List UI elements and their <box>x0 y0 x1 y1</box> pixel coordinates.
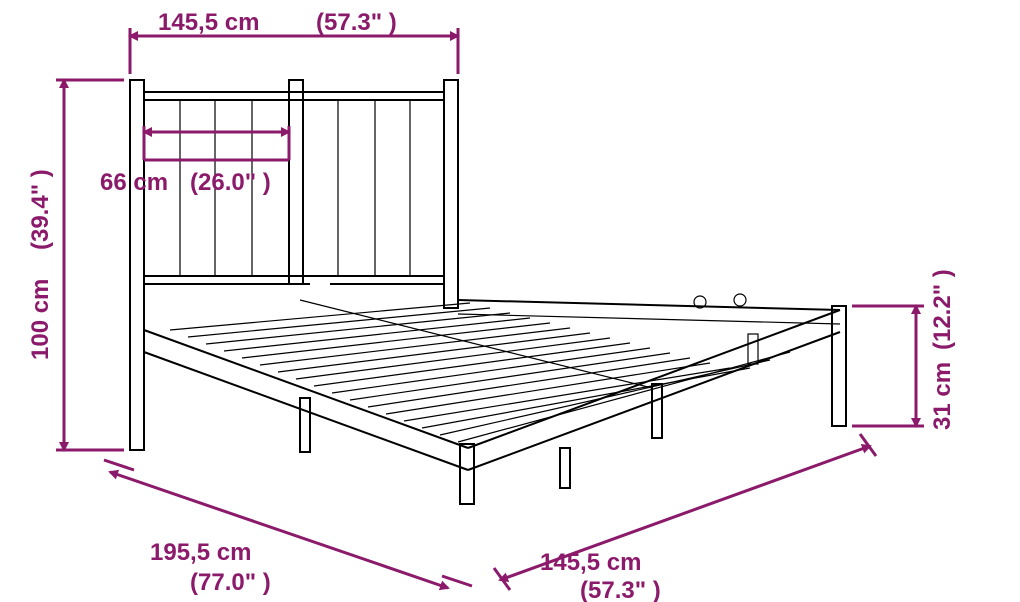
dim-left-height-in: (39.4" ) <box>27 169 54 250</box>
bed-dimension-diagram: 145,5 cm (57.3" ) 66 cm (26.0" ) 100 cm … <box>0 0 1020 602</box>
dim-foot-height: 31 cm <box>929 362 956 430</box>
dim-foot-width: 145,5 cm <box>540 549 641 576</box>
dim-left-height: 100 cm <box>27 279 54 360</box>
dim-foot-height-in: (12.2" ) <box>929 269 956 350</box>
dim-top-width-in: (57.3" ) <box>316 9 397 36</box>
bed-drawing <box>130 80 846 504</box>
dim-length-in: (77.0" ) <box>190 569 271 596</box>
dim-panel-width: 66 cm <box>100 169 168 196</box>
dimension-annotations: 145,5 cm (57.3" ) 66 cm (26.0" ) 100 cm … <box>27 9 956 602</box>
dim-top-width: 145,5 cm <box>158 9 259 36</box>
dim-length: 195,5 cm <box>150 539 251 566</box>
dim-foot-width-in: (57.3" ) <box>580 577 661 602</box>
dim-panel-width-in: (26.0" ) <box>190 169 271 196</box>
